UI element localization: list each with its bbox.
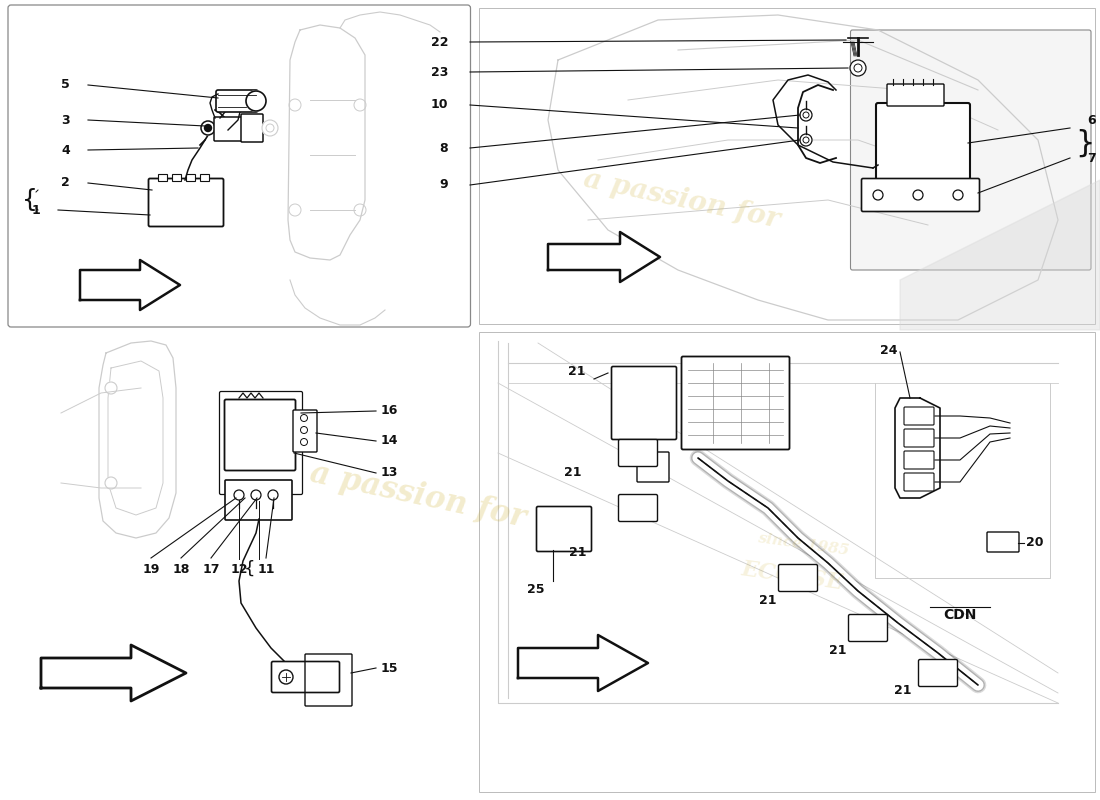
- Text: 12: 12: [230, 563, 248, 576]
- FancyBboxPatch shape: [241, 114, 263, 142]
- Circle shape: [262, 120, 278, 136]
- FancyBboxPatch shape: [537, 506, 592, 551]
- Text: 17: 17: [202, 563, 220, 576]
- FancyBboxPatch shape: [904, 407, 934, 425]
- Text: 7: 7: [1087, 151, 1096, 165]
- FancyBboxPatch shape: [848, 614, 888, 642]
- Text: 22: 22: [430, 35, 448, 49]
- Text: 6: 6: [1087, 114, 1096, 126]
- Circle shape: [201, 121, 214, 135]
- Text: 20: 20: [1026, 537, 1044, 550]
- Text: ECOSSE: ECOSSE: [739, 558, 845, 594]
- FancyBboxPatch shape: [148, 178, 223, 226]
- Polygon shape: [548, 232, 660, 282]
- Circle shape: [800, 134, 812, 146]
- Text: 19: 19: [142, 563, 160, 576]
- Text: 21: 21: [568, 365, 585, 378]
- FancyBboxPatch shape: [226, 480, 292, 520]
- Polygon shape: [80, 260, 180, 310]
- Circle shape: [205, 125, 211, 131]
- FancyBboxPatch shape: [904, 429, 934, 447]
- Bar: [186, 174, 195, 181]
- Circle shape: [279, 670, 293, 684]
- Text: 21: 21: [570, 546, 586, 559]
- Circle shape: [251, 490, 261, 500]
- FancyBboxPatch shape: [887, 84, 944, 106]
- FancyBboxPatch shape: [637, 452, 669, 482]
- Text: {: {: [22, 188, 37, 212]
- FancyBboxPatch shape: [904, 473, 934, 491]
- Text: 16: 16: [381, 405, 398, 418]
- Text: 25: 25: [527, 583, 544, 596]
- Text: {: {: [243, 560, 255, 578]
- FancyBboxPatch shape: [618, 494, 658, 522]
- Text: 10: 10: [430, 98, 448, 111]
- Text: a passion for: a passion for: [581, 166, 783, 234]
- Text: }: }: [1075, 129, 1094, 158]
- FancyBboxPatch shape: [224, 399, 296, 470]
- Circle shape: [246, 91, 266, 111]
- FancyBboxPatch shape: [8, 5, 471, 327]
- Circle shape: [953, 190, 962, 200]
- Text: a passion for: a passion for: [307, 458, 529, 534]
- Text: 11: 11: [257, 563, 275, 576]
- Circle shape: [873, 190, 883, 200]
- Circle shape: [104, 382, 117, 394]
- Bar: [478, 332, 1094, 792]
- Circle shape: [913, 190, 923, 200]
- Polygon shape: [900, 180, 1100, 330]
- FancyBboxPatch shape: [779, 565, 817, 591]
- FancyBboxPatch shape: [861, 178, 979, 211]
- Text: 1: 1: [31, 203, 40, 217]
- FancyBboxPatch shape: [214, 117, 244, 141]
- Text: 9: 9: [439, 178, 448, 191]
- Text: 18: 18: [173, 563, 189, 576]
- FancyBboxPatch shape: [918, 659, 957, 686]
- Text: CDN: CDN: [944, 608, 977, 622]
- Polygon shape: [895, 398, 940, 498]
- Text: 8: 8: [439, 142, 448, 154]
- Text: 14: 14: [381, 434, 398, 447]
- Text: 3: 3: [62, 114, 70, 126]
- Text: 21: 21: [564, 466, 582, 479]
- FancyBboxPatch shape: [876, 103, 970, 182]
- Bar: [478, 8, 1094, 324]
- Polygon shape: [518, 635, 648, 691]
- FancyBboxPatch shape: [850, 30, 1091, 270]
- Text: 4: 4: [62, 143, 70, 157]
- Text: since 1985: since 1985: [757, 530, 849, 558]
- Circle shape: [104, 477, 117, 489]
- Text: 21: 21: [894, 685, 912, 698]
- Text: 15: 15: [381, 662, 398, 674]
- FancyBboxPatch shape: [987, 532, 1019, 552]
- Circle shape: [268, 490, 278, 500]
- Circle shape: [800, 109, 812, 121]
- FancyBboxPatch shape: [682, 357, 790, 450]
- FancyBboxPatch shape: [293, 410, 317, 452]
- FancyBboxPatch shape: [216, 90, 258, 112]
- Circle shape: [234, 490, 244, 500]
- FancyBboxPatch shape: [618, 439, 658, 466]
- Text: 21: 21: [829, 645, 847, 658]
- FancyBboxPatch shape: [272, 662, 340, 693]
- Text: 21: 21: [759, 594, 777, 607]
- Text: 5: 5: [62, 78, 70, 91]
- FancyBboxPatch shape: [612, 366, 676, 439]
- Bar: [158, 174, 167, 181]
- Bar: [172, 174, 182, 181]
- Polygon shape: [41, 645, 186, 701]
- Text: 23: 23: [430, 66, 448, 78]
- Text: 2: 2: [62, 177, 70, 190]
- Text: 24: 24: [880, 343, 898, 357]
- Bar: [200, 174, 209, 181]
- FancyBboxPatch shape: [904, 451, 934, 469]
- Text: 13: 13: [381, 466, 398, 479]
- Circle shape: [850, 60, 866, 76]
